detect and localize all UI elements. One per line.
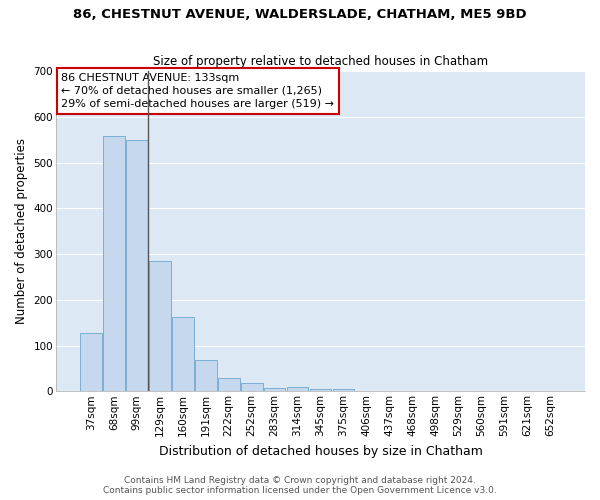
X-axis label: Distribution of detached houses by size in Chatham: Distribution of detached houses by size … xyxy=(158,444,482,458)
Bar xyxy=(310,389,331,392)
Bar xyxy=(126,140,148,392)
Bar xyxy=(241,382,263,392)
Text: Contains HM Land Registry data © Crown copyright and database right 2024.
Contai: Contains HM Land Registry data © Crown c… xyxy=(103,476,497,495)
Text: 86 CHESTNUT AVENUE: 133sqm
← 70% of detached houses are smaller (1,265)
29% of s: 86 CHESTNUT AVENUE: 133sqm ← 70% of deta… xyxy=(61,72,334,109)
Bar xyxy=(195,360,217,392)
Y-axis label: Number of detached properties: Number of detached properties xyxy=(15,138,28,324)
Title: Size of property relative to detached houses in Chatham: Size of property relative to detached ho… xyxy=(153,56,488,68)
Bar xyxy=(172,316,194,392)
Bar xyxy=(149,261,170,392)
Bar xyxy=(103,136,125,392)
Bar xyxy=(287,387,308,392)
Bar xyxy=(218,378,239,392)
Bar xyxy=(80,333,102,392)
Bar xyxy=(332,390,355,392)
Text: 86, CHESTNUT AVENUE, WALDERSLADE, CHATHAM, ME5 9BD: 86, CHESTNUT AVENUE, WALDERSLADE, CHATHA… xyxy=(73,8,527,20)
Bar xyxy=(263,388,286,392)
